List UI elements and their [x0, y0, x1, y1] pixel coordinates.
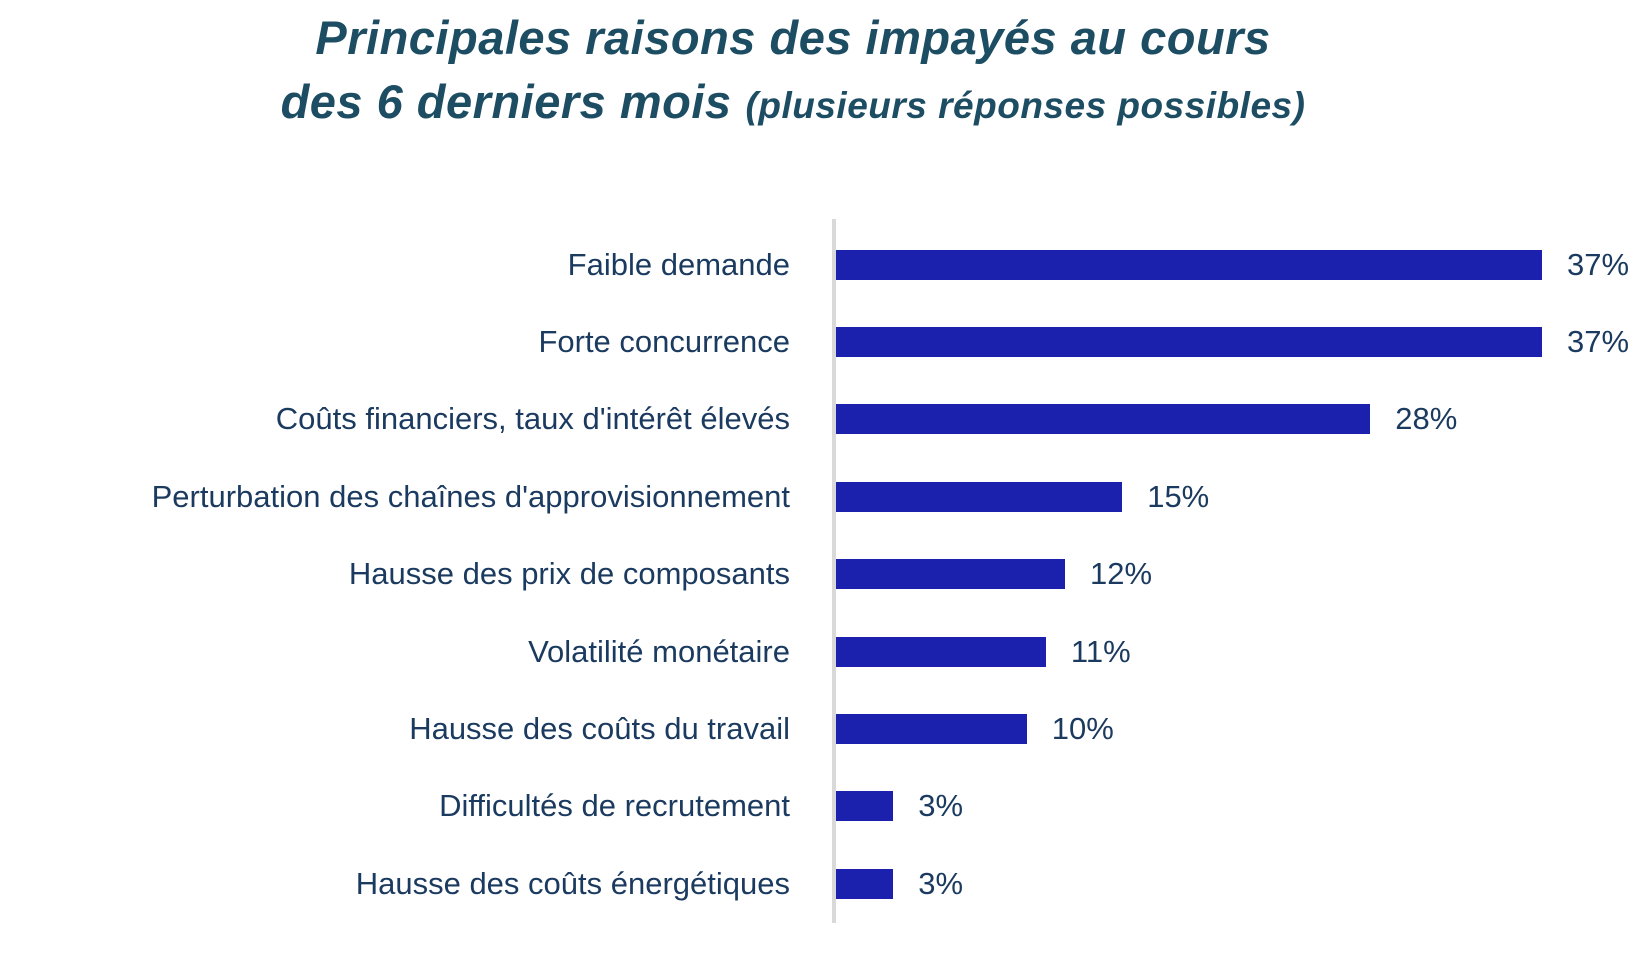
value-label: 10%: [1051, 711, 1114, 747]
value-label: 12%: [1089, 556, 1153, 592]
bar-chart-rows: Faible demande 37% Forte concurrence 37% Coû…: [0, 226, 1650, 923]
chart-title-line2: des 6 derniers mois (plusieurs réponses p…: [0, 70, 1618, 138]
category-label: Hausse des coûts énergétiques: [355, 865, 790, 901]
bar-zone: 11%: [836, 634, 1650, 670]
data-bar: [836, 636, 1046, 667]
bar-zone: 28%: [836, 401, 1650, 437]
chart-title-note: (plusieurs réponses possibles): [745, 85, 1306, 126]
chart-row: Hausse des coûts du travail 10%: [0, 690, 1650, 767]
data-bar: [836, 249, 1542, 280]
bar-zone: 10%: [836, 711, 1650, 747]
chart-title-line1: Principales raisons des impayés au cours: [315, 11, 1271, 64]
data-bar: [836, 791, 894, 822]
value-label: 28%: [1395, 401, 1458, 437]
bar-zone: 12%: [836, 556, 1650, 592]
chart-row: Coûts financiers, taux d'intérêt élevés 2…: [0, 381, 1650, 458]
category-axis-line: [832, 219, 836, 923]
chart-row: Difficultés de recrutement 3%: [0, 768, 1650, 845]
category-label: Hausse des prix de composants: [348, 556, 790, 592]
bar-zone: 15%: [836, 479, 1650, 515]
category-label: Hausse des coûts du travail: [409, 711, 790, 747]
chart-row: Hausse des coûts énergétiques 3%: [0, 845, 1650, 922]
bar-zone: 3%: [836, 788, 1650, 824]
value-label: 3%: [918, 788, 964, 824]
data-bar: [836, 714, 1027, 745]
bar-chart: Faible demande 37% Forte concurrence 37% Coû…: [0, 219, 1650, 923]
category-label: Forte concurrence: [538, 324, 790, 360]
bar-zone: 37%: [836, 324, 1650, 360]
category-label: Coûts financiers, taux d'intérêt élevés: [275, 401, 790, 437]
data-bar: [836, 868, 894, 899]
category-label: Volatilité monétaire: [528, 633, 790, 669]
data-bar: [836, 481, 1123, 512]
category-label: Faible demande: [567, 246, 790, 282]
data-bar: [836, 404, 1371, 435]
chart-row: Faible demande 37%: [0, 226, 1650, 303]
chart-title: Principales raisons des impayés au cours…: [0, 6, 1618, 138]
value-label: 37%: [1567, 246, 1630, 282]
chart-row: Hausse des prix de composants 12%: [0, 536, 1650, 613]
bar-zone: 37%: [836, 247, 1650, 283]
category-label: Difficultés de recrutement: [439, 788, 790, 824]
value-label: 37%: [1567, 324, 1630, 360]
chart-row: Volatilité monétaire 11%: [0, 613, 1650, 690]
data-bar: [836, 559, 1065, 590]
value-label: 11%: [1070, 633, 1131, 669]
chart-title-line2-main: des 6 derniers mois: [280, 75, 732, 128]
chart-row: Forte concurrence 37%: [0, 303, 1650, 380]
value-label: 3%: [918, 865, 964, 901]
bar-zone: 3%: [836, 866, 1650, 902]
data-bar: [836, 327, 1542, 358]
value-label: 15%: [1147, 478, 1210, 514]
category-label: Perturbation des chaînes d'approvisionne…: [151, 478, 790, 514]
chart-row: Perturbation des chaînes d'approvisionne…: [0, 458, 1650, 535]
